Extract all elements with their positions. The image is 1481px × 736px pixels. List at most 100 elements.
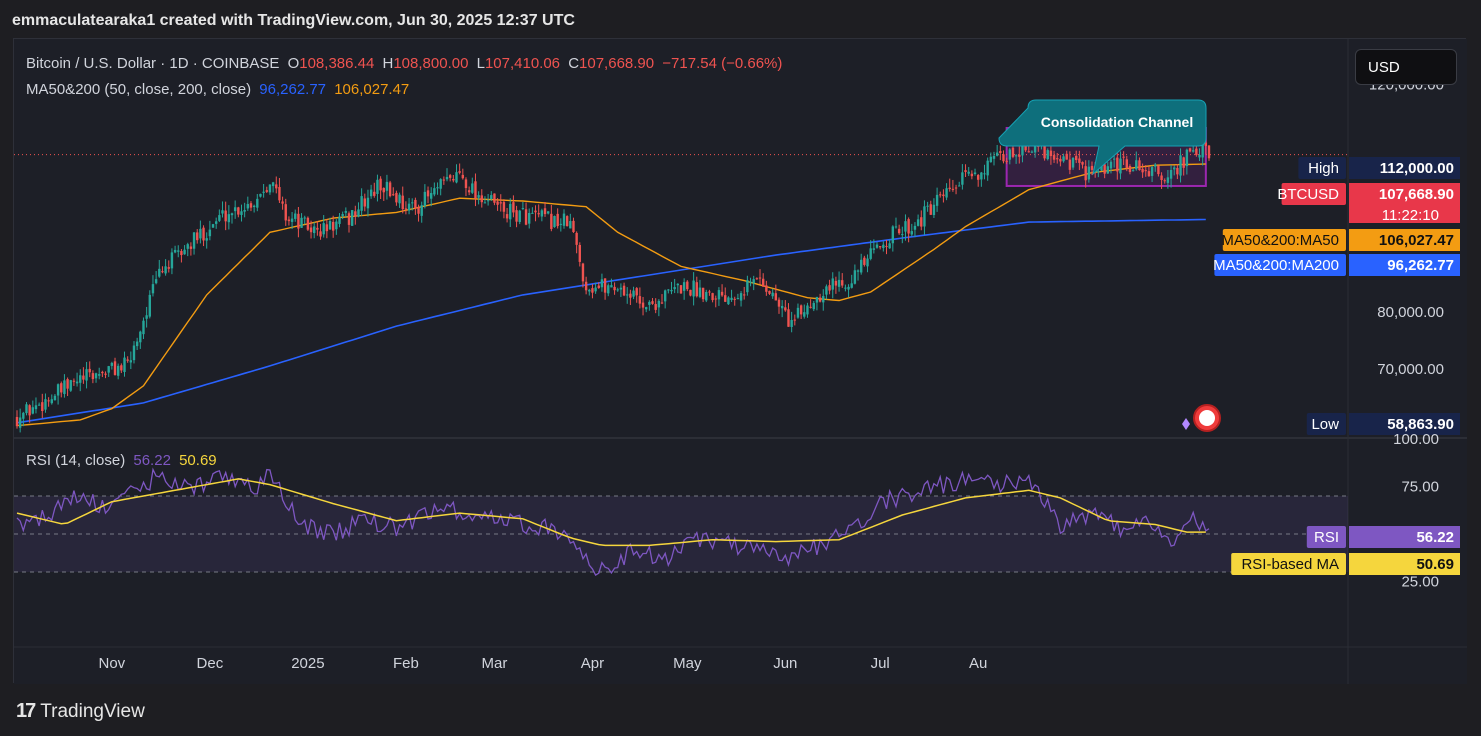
candle-body	[467, 190, 471, 193]
candle-body	[401, 195, 404, 210]
candle-body	[417, 206, 420, 214]
candle-body	[891, 226, 895, 244]
candle-body	[907, 219, 910, 234]
candle-body	[1128, 166, 1132, 172]
candle-body	[774, 293, 778, 301]
rsi-legend[interactable]: RSI (14, close) 56.22 50.69	[26, 452, 221, 469]
candle-body	[882, 244, 885, 249]
btcusd-tag-label: BTCUSD	[1277, 186, 1339, 203]
candle-body	[818, 297, 822, 302]
low-tag-value: 58,863.90	[1387, 416, 1454, 433]
ma50-tag-value-bg	[1349, 229, 1460, 251]
candle-body	[287, 219, 291, 222]
candle-body	[237, 207, 240, 215]
candle-body	[47, 400, 50, 402]
chart-frame[interactable]: Consolidation Channel120,000.0080,000.00…	[13, 38, 1467, 684]
candle-body	[537, 213, 540, 215]
candle-body	[486, 200, 490, 202]
candle-body	[964, 170, 967, 172]
candle-body	[616, 289, 619, 291]
candle-body	[205, 238, 208, 241]
candle-body	[878, 246, 882, 248]
low-tag-label: Low	[1311, 416, 1339, 433]
candle-body	[528, 212, 531, 224]
chart-canvas[interactable]: Consolidation Channel120,000.0080,000.00…	[14, 39, 1467, 684]
candle-body	[483, 202, 487, 204]
candle-body	[354, 211, 357, 217]
candle-body	[607, 285, 610, 294]
candle-body	[126, 359, 129, 361]
candle-body	[18, 417, 22, 428]
candle-body	[303, 217, 306, 219]
candle-body	[945, 188, 948, 198]
candle-body	[297, 213, 300, 229]
candle-body	[69, 380, 72, 391]
candle-body	[505, 214, 509, 219]
candle-body	[325, 224, 329, 232]
candle-body	[1075, 155, 1078, 161]
candle-body	[1103, 164, 1106, 174]
event-flag-icon-inner	[1199, 410, 1215, 426]
candle-body	[701, 287, 705, 300]
rsi-ma-tag-value: 50.69	[1416, 556, 1454, 573]
rsi-legend-value: 56.22	[133, 452, 171, 469]
candle-body	[1169, 169, 1173, 179]
candle-body	[1090, 165, 1094, 170]
candle-body	[436, 187, 439, 189]
candle-body	[581, 263, 585, 282]
ma200-legend-value: 96,262.77	[259, 81, 327, 98]
candle-body	[1204, 142, 1208, 147]
candle-body	[294, 213, 297, 219]
candle-body	[414, 199, 417, 209]
callout-label: Consolidation Channel	[1041, 114, 1193, 130]
candle-body	[357, 209, 360, 217]
candle-body	[866, 258, 869, 267]
candle-body	[673, 287, 676, 290]
candle-body	[790, 320, 793, 327]
candle-body	[916, 219, 920, 226]
candle-body	[461, 174, 465, 179]
currency-button[interactable]: USD	[1355, 49, 1457, 85]
candle-body	[240, 211, 243, 215]
low-label: L	[476, 55, 485, 72]
candle-body	[578, 244, 582, 262]
candle-body	[442, 179, 446, 181]
candle-body	[1018, 154, 1021, 157]
x-tick-label: Dec	[197, 655, 224, 672]
candle-body	[837, 279, 841, 287]
candle-body	[692, 280, 695, 297]
symbol-title[interactable]: Bitcoin / U.S. Dollar · 1D · COINBASE	[26, 55, 280, 72]
candle-body	[1043, 141, 1046, 159]
candle-body	[1207, 145, 1211, 159]
candle-body	[746, 280, 749, 293]
candle-body	[331, 221, 335, 231]
candle-body	[388, 182, 392, 197]
tradingview-footer[interactable]: 17 TradingView	[16, 700, 145, 723]
candle-body	[584, 281, 588, 291]
candle-body	[382, 187, 385, 193]
high-tag-value: 112,000.00	[1380, 160, 1454, 177]
x-tick-label: 2025	[291, 655, 324, 672]
candle-body	[158, 268, 161, 277]
ma-legend[interactable]: MA50&200 (50, close, 200, close) 96,262.…	[26, 81, 413, 98]
candle-body	[682, 282, 686, 291]
candle-body	[689, 289, 692, 296]
candle-body	[1191, 150, 1195, 152]
candle-body	[540, 210, 544, 217]
candle-body	[1014, 155, 1018, 157]
candle-body	[777, 299, 781, 307]
candle-body	[853, 270, 857, 284]
candle-body	[509, 203, 512, 220]
candle-body	[196, 232, 199, 241]
ma50-line	[16, 163, 1206, 427]
candle-body	[736, 298, 740, 300]
candle-body	[275, 184, 278, 189]
candle-body	[626, 294, 629, 296]
candle-body	[676, 283, 680, 286]
candle-body	[227, 214, 231, 223]
btcusd-tag-label-bg	[1281, 183, 1346, 205]
candle-body	[496, 201, 499, 205]
chart-credit: emmaculatearaka1 created with TradingVie…	[12, 12, 575, 29]
candle-body	[856, 270, 860, 272]
rsi-line	[16, 467, 1210, 577]
